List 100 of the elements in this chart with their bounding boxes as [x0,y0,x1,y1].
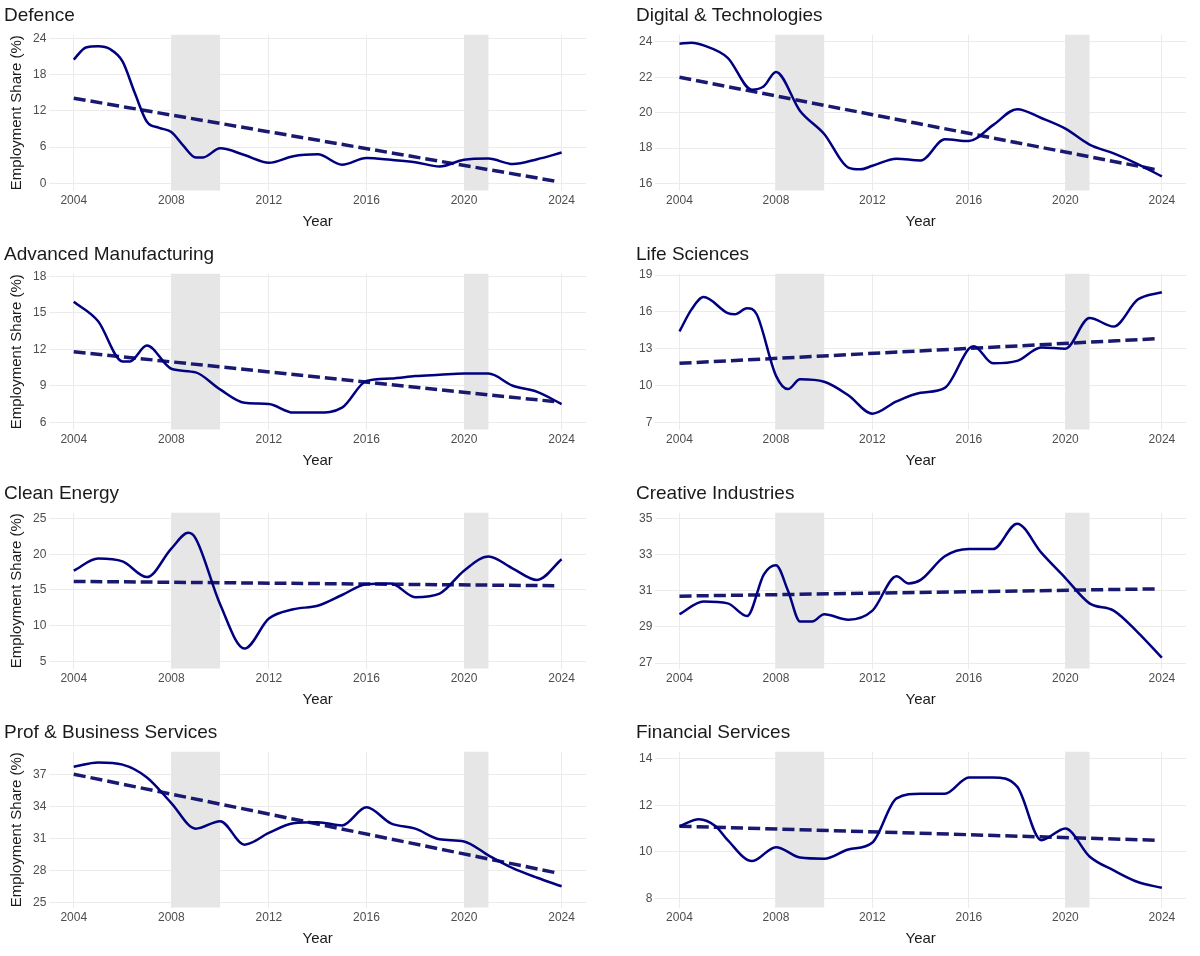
y-tick-label: 22 [638,69,653,84]
x-tick-label: 2016 [955,910,983,925]
y-tick-label: 18 [32,268,47,283]
y-tick-label: 33 [638,546,653,561]
x-tick-label: 2012 [859,432,887,447]
y-tick-label: 25 [32,510,47,525]
x-tick-label: 2008 [157,910,185,925]
x-tick-label: 2020 [1052,193,1080,208]
x-tick-label: 2004 [60,432,88,447]
line-series [678,776,1164,890]
y-tick-label: 20 [32,546,47,561]
x-tick-label: 2008 [762,910,790,925]
y-tick-label: 28 [32,862,47,877]
x-tick-label: 2016 [955,671,983,686]
x-tick-label: 2020 [450,193,478,208]
y-tick-label: 7 [645,414,653,429]
x-tick-label: 2016 [353,671,381,686]
line-series [72,761,563,888]
x-tick-label: 2024 [548,910,576,925]
y-tick-label: 24 [638,34,653,49]
x-tick-label: 2008 [762,193,790,208]
x-tick-label: 2004 [666,193,694,208]
x-tick-label: 2020 [1052,432,1080,447]
y-tick-label: 18 [32,66,47,81]
y-tick-label: 12 [32,103,47,118]
x-tick-label: 2016 [955,432,983,447]
y-tick-label: 16 [638,175,653,190]
x-tick-label: 2020 [1052,671,1080,686]
x-tick-label: 2024 [1148,432,1176,447]
y-tick-label: 14 [638,751,653,766]
x-tick-label: 2004 [666,910,694,925]
x-tick-label: 2016 [353,193,381,208]
y-tick-label: 16 [638,304,653,319]
x-tick-label: 2016 [353,910,381,925]
x-tick-label: 2012 [255,193,283,208]
x-tick-label: 2020 [450,671,478,686]
x-axis-title: Year [905,690,936,708]
x-tick-label: 2024 [548,193,576,208]
x-tick-label: 2004 [60,671,88,686]
y-tick-label: 29 [638,619,653,634]
chart-title: Defence [4,3,75,25]
chart-title: Digital & Technologies [636,3,823,25]
y-axis-title: Employment Share (%) [7,752,25,908]
x-axis-title: Year [302,451,333,469]
x-tick-label: 2024 [548,432,576,447]
y-tick-label: 18 [638,140,653,155]
x-tick-label: 2024 [1148,193,1176,208]
x-tick-label: 2024 [1148,910,1176,925]
y-tick-label: 25 [32,894,47,909]
y-tick-label: 12 [638,797,653,812]
y-tick-label: 15 [32,305,47,320]
y-tick-label: 31 [638,583,653,598]
x-tick-label: 2008 [762,671,790,686]
y-tick-label: 20 [638,105,653,120]
y-tick-label: 15 [32,582,47,597]
x-tick-label: 2012 [255,671,283,686]
x-tick-label: 2008 [762,432,790,447]
chart-title: Creative Industries [636,481,795,503]
y-tick-label: 6 [39,414,47,429]
x-axis-title: Year [302,690,333,708]
x-tick-label: 2008 [157,671,185,686]
y-tick-label: 10 [32,618,47,633]
y-tick-label: 10 [638,377,653,392]
x-tick-label: 2016 [353,432,381,447]
y-axis-title: Employment Share (%) [7,513,25,669]
y-tick-label: 34 [32,798,47,813]
x-axis-title: Year [302,212,333,230]
x-axis-title: Year [302,929,333,947]
y-tick-label: 10 [638,844,653,859]
line-series [72,300,563,414]
y-tick-label: 9 [39,378,47,393]
y-tick-label: 19 [638,267,653,282]
y-tick-label: 5 [39,653,47,668]
y-tick-label: 12 [32,341,47,356]
x-tick-label: 2012 [859,910,887,925]
x-tick-label: 2004 [60,910,88,925]
x-tick-label: 2016 [955,193,983,208]
x-tick-label: 2008 [157,193,185,208]
chart-title: Financial Services [636,720,791,742]
x-tick-label: 2020 [1052,910,1080,925]
x-axis-title: Year [905,451,936,469]
y-tick-label: 8 [645,890,653,905]
x-tick-label: 2012 [255,432,283,447]
x-tick-label: 2008 [157,432,185,447]
line-series [72,45,563,168]
y-tick-label: 37 [32,766,47,781]
x-tick-label: 2012 [859,193,887,208]
x-tick-label: 2020 [450,910,478,925]
y-axis-title: Employment Share (%) [7,35,25,191]
x-tick-label: 2004 [666,671,694,686]
line-series [72,531,563,650]
y-tick-label: 24 [32,30,47,45]
y-tick-label: 0 [39,175,47,190]
x-tick-label: 2012 [859,671,887,686]
x-tick-label: 2004 [60,193,88,208]
chart-title: Prof & Business Services [4,720,218,742]
line-series [678,290,1164,415]
x-tick-label: 2020 [450,432,478,447]
chart-title: Life Sciences [636,242,750,264]
y-axis-title: Employment Share (%) [7,274,25,430]
